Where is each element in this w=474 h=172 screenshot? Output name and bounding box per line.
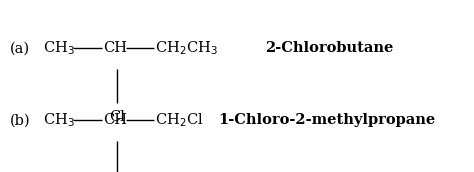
Text: CH: CH <box>103 113 128 127</box>
Text: CH$_3$: CH$_3$ <box>43 112 74 129</box>
Text: (b): (b) <box>9 113 30 127</box>
Text: 1-Chloro-2-methylpropane: 1-Chloro-2-methylpropane <box>218 113 435 127</box>
Text: CH$_3$: CH$_3$ <box>43 39 74 57</box>
Text: CH$_2$CH$_3$: CH$_2$CH$_3$ <box>155 39 218 57</box>
Text: 2-Chlorobutane: 2-Chlorobutane <box>265 41 394 55</box>
Text: Cl: Cl <box>109 110 125 124</box>
Text: CH$_2$Cl: CH$_2$Cl <box>155 112 204 129</box>
Text: CH: CH <box>103 41 128 55</box>
Text: (a): (a) <box>9 41 29 55</box>
